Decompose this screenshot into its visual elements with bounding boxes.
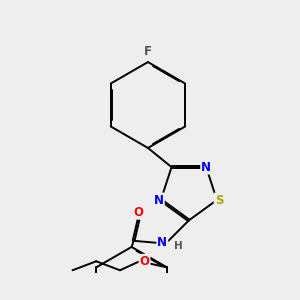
- Text: S: S: [215, 194, 223, 206]
- Text: F: F: [144, 45, 152, 58]
- Text: H: H: [174, 241, 182, 251]
- Text: O: O: [140, 255, 149, 268]
- Text: N: N: [157, 236, 167, 249]
- Text: N: N: [154, 194, 164, 206]
- Text: O: O: [134, 206, 143, 219]
- Text: N: N: [201, 160, 211, 174]
